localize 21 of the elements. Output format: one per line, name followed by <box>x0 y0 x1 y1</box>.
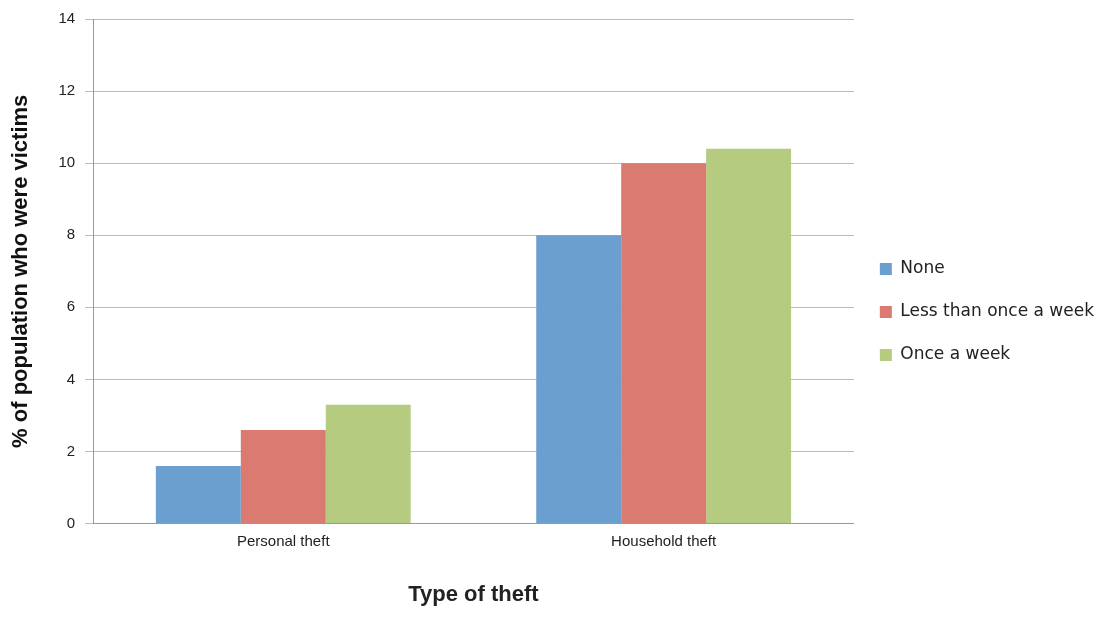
y-tick-label: 12 <box>58 81 76 99</box>
y-tick-label: 8 <box>66 225 76 243</box>
legend-label: None <box>900 257 945 278</box>
y-tick-label: 4 <box>66 369 76 387</box>
y-tick-label: 14 <box>58 9 76 27</box>
bar <box>155 465 241 524</box>
x-tick-label: Household theft <box>611 531 718 549</box>
y-tick-label: 6 <box>66 297 76 315</box>
legend-label: Once a week <box>900 343 1011 364</box>
bar <box>706 148 792 524</box>
y-tick-label: 0 <box>66 513 76 531</box>
x-axis-title: Type of theft <box>408 580 540 606</box>
legend-label: Less than once a week <box>900 300 1095 321</box>
y-tick-label: 2 <box>66 441 76 459</box>
y-tick-label: 10 <box>58 153 76 171</box>
bar <box>325 404 411 524</box>
y-axis-title: % of population who were victims <box>7 94 33 448</box>
bar <box>621 163 707 524</box>
bar <box>536 235 622 524</box>
bar <box>240 429 326 524</box>
x-tick-label: Personal theft <box>236 531 331 549</box>
